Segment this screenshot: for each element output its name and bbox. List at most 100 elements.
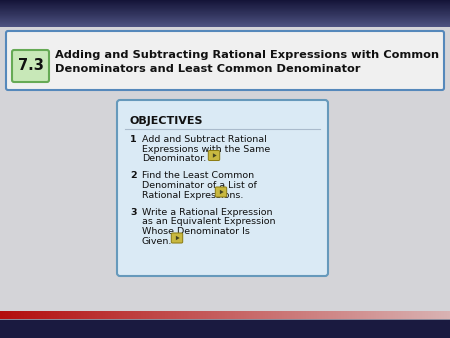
FancyBboxPatch shape xyxy=(41,311,42,318)
FancyBboxPatch shape xyxy=(171,233,183,243)
FancyBboxPatch shape xyxy=(305,311,306,318)
FancyBboxPatch shape xyxy=(340,311,341,318)
FancyBboxPatch shape xyxy=(117,311,118,318)
FancyBboxPatch shape xyxy=(407,311,408,318)
FancyBboxPatch shape xyxy=(318,311,319,318)
Text: Find the Least Common: Find the Least Common xyxy=(142,171,254,180)
FancyBboxPatch shape xyxy=(223,311,224,318)
FancyBboxPatch shape xyxy=(447,311,448,318)
FancyBboxPatch shape xyxy=(98,311,99,318)
FancyBboxPatch shape xyxy=(359,311,360,318)
FancyBboxPatch shape xyxy=(441,311,442,318)
FancyBboxPatch shape xyxy=(254,311,255,318)
FancyBboxPatch shape xyxy=(210,311,211,318)
FancyBboxPatch shape xyxy=(194,311,195,318)
FancyBboxPatch shape xyxy=(106,311,107,318)
FancyBboxPatch shape xyxy=(347,311,348,318)
FancyBboxPatch shape xyxy=(90,311,91,318)
FancyBboxPatch shape xyxy=(89,311,90,318)
FancyBboxPatch shape xyxy=(0,11,450,12)
FancyBboxPatch shape xyxy=(0,9,450,10)
FancyBboxPatch shape xyxy=(444,311,445,318)
FancyBboxPatch shape xyxy=(411,311,412,318)
FancyBboxPatch shape xyxy=(129,311,130,318)
FancyBboxPatch shape xyxy=(0,318,450,320)
FancyBboxPatch shape xyxy=(348,311,349,318)
FancyBboxPatch shape xyxy=(206,311,207,318)
FancyBboxPatch shape xyxy=(314,311,315,318)
FancyBboxPatch shape xyxy=(331,311,332,318)
FancyBboxPatch shape xyxy=(7,311,8,318)
FancyBboxPatch shape xyxy=(10,311,11,318)
FancyBboxPatch shape xyxy=(236,311,237,318)
FancyBboxPatch shape xyxy=(126,311,127,318)
FancyBboxPatch shape xyxy=(387,311,388,318)
FancyBboxPatch shape xyxy=(245,311,246,318)
FancyBboxPatch shape xyxy=(187,311,188,318)
FancyBboxPatch shape xyxy=(170,311,171,318)
Text: Add and Subtract Rational: Add and Subtract Rational xyxy=(142,135,267,144)
FancyBboxPatch shape xyxy=(296,311,297,318)
FancyBboxPatch shape xyxy=(158,311,159,318)
FancyBboxPatch shape xyxy=(313,311,314,318)
FancyBboxPatch shape xyxy=(428,311,429,318)
FancyBboxPatch shape xyxy=(218,311,219,318)
FancyBboxPatch shape xyxy=(221,311,222,318)
FancyBboxPatch shape xyxy=(448,311,449,318)
FancyBboxPatch shape xyxy=(280,311,281,318)
FancyBboxPatch shape xyxy=(105,311,106,318)
FancyBboxPatch shape xyxy=(312,311,313,318)
FancyBboxPatch shape xyxy=(72,311,73,318)
FancyBboxPatch shape xyxy=(227,311,228,318)
FancyBboxPatch shape xyxy=(1,311,2,318)
FancyBboxPatch shape xyxy=(180,311,181,318)
FancyBboxPatch shape xyxy=(283,311,284,318)
FancyBboxPatch shape xyxy=(415,311,416,318)
FancyBboxPatch shape xyxy=(189,311,190,318)
FancyBboxPatch shape xyxy=(0,24,450,25)
FancyBboxPatch shape xyxy=(78,311,79,318)
FancyBboxPatch shape xyxy=(255,311,256,318)
FancyBboxPatch shape xyxy=(381,311,382,318)
FancyBboxPatch shape xyxy=(75,311,76,318)
FancyBboxPatch shape xyxy=(225,311,226,318)
Text: Whose Denominator Is: Whose Denominator Is xyxy=(142,227,250,236)
FancyBboxPatch shape xyxy=(92,311,93,318)
FancyBboxPatch shape xyxy=(147,311,148,318)
FancyBboxPatch shape xyxy=(421,311,422,318)
FancyBboxPatch shape xyxy=(295,311,296,318)
FancyBboxPatch shape xyxy=(419,311,420,318)
FancyBboxPatch shape xyxy=(99,311,100,318)
FancyBboxPatch shape xyxy=(61,311,62,318)
FancyBboxPatch shape xyxy=(272,311,273,318)
FancyBboxPatch shape xyxy=(252,311,253,318)
FancyBboxPatch shape xyxy=(97,311,98,318)
FancyBboxPatch shape xyxy=(353,311,354,318)
FancyBboxPatch shape xyxy=(449,311,450,318)
FancyBboxPatch shape xyxy=(424,311,425,318)
FancyBboxPatch shape xyxy=(257,311,258,318)
FancyBboxPatch shape xyxy=(65,311,66,318)
FancyBboxPatch shape xyxy=(117,100,328,276)
FancyBboxPatch shape xyxy=(42,311,43,318)
FancyBboxPatch shape xyxy=(396,311,397,318)
FancyBboxPatch shape xyxy=(0,5,450,6)
FancyBboxPatch shape xyxy=(36,311,37,318)
FancyBboxPatch shape xyxy=(177,311,178,318)
FancyBboxPatch shape xyxy=(86,311,87,318)
FancyBboxPatch shape xyxy=(198,311,199,318)
FancyBboxPatch shape xyxy=(334,311,335,318)
FancyBboxPatch shape xyxy=(317,311,318,318)
FancyBboxPatch shape xyxy=(294,311,295,318)
FancyBboxPatch shape xyxy=(403,311,404,318)
FancyBboxPatch shape xyxy=(378,311,379,318)
FancyBboxPatch shape xyxy=(303,311,304,318)
FancyBboxPatch shape xyxy=(436,311,437,318)
FancyBboxPatch shape xyxy=(0,0,450,1)
FancyBboxPatch shape xyxy=(308,311,309,318)
FancyBboxPatch shape xyxy=(215,187,227,197)
FancyBboxPatch shape xyxy=(442,311,443,318)
FancyBboxPatch shape xyxy=(418,311,419,318)
FancyBboxPatch shape xyxy=(9,311,10,318)
FancyBboxPatch shape xyxy=(44,311,45,318)
